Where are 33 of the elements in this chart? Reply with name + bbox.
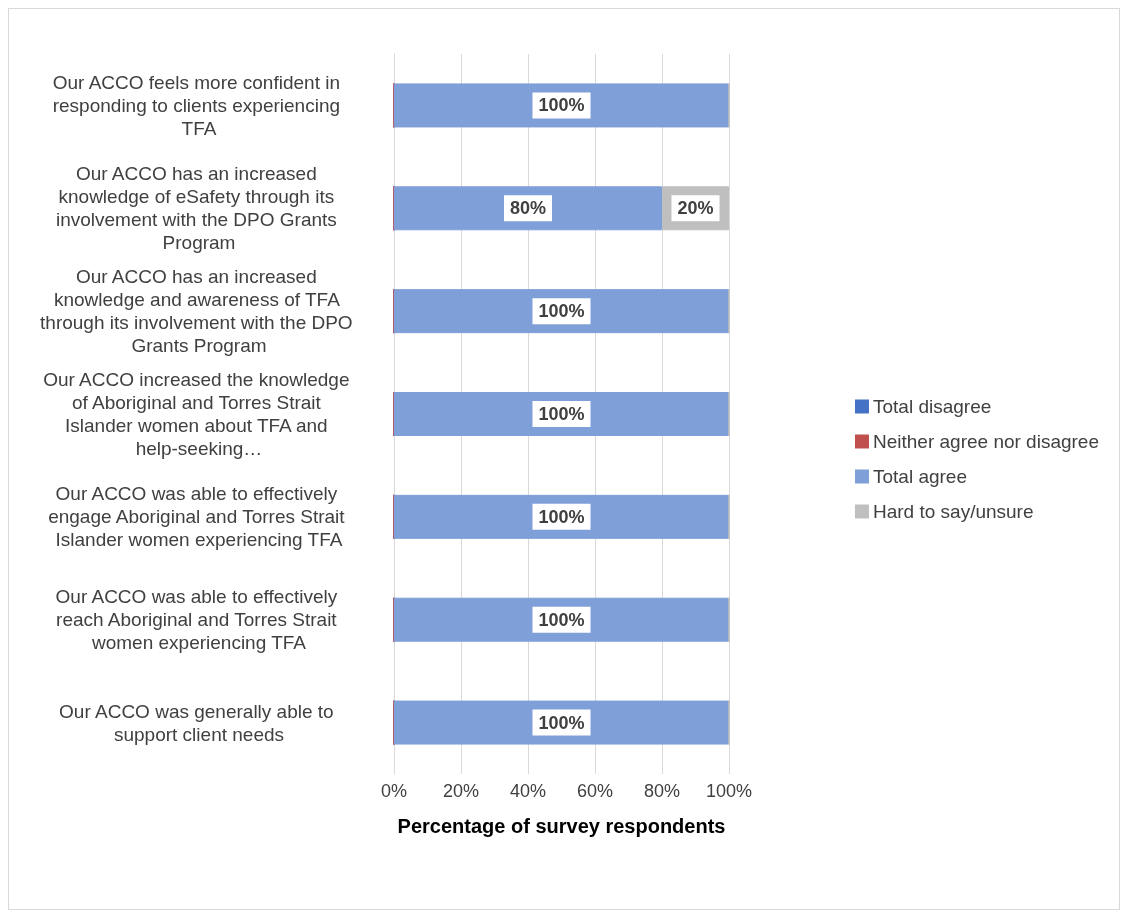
y-tick-label: Our ACCO was able to effectively reach Aboriginal and Torres Strait women experiencing TFA xyxy=(55,586,343,654)
data-label: 100% xyxy=(538,95,585,116)
legend-label: Neither agree nor disagree xyxy=(872,431,1100,452)
bar xyxy=(394,392,729,436)
x-tick-label: 0% xyxy=(380,781,408,801)
data-label: 100% xyxy=(538,404,585,424)
y-tick-label: Our ACCO was generally able to support client needs xyxy=(59,700,339,745)
legend-label: Total agree xyxy=(872,466,967,487)
legend-label: Hard to say/unsure xyxy=(872,501,1034,522)
x-tick-label: 20% xyxy=(442,781,480,801)
data-label: 80% xyxy=(509,198,547,219)
y-tick-label: Our ACCO increased the knowledge of Aboriginal and Torres Strait Islander women about TFA and help-seeking… xyxy=(43,369,355,459)
bar xyxy=(394,83,729,128)
y-tick-label: Our ACCO has an increased knowledge of eSafety through its involvement with the DPO Grants Program xyxy=(55,163,343,254)
data-label: 100% xyxy=(538,712,585,733)
bar xyxy=(394,186,662,231)
x-tick-label: 80% xyxy=(643,781,681,801)
legend-label: Total disagree xyxy=(872,396,992,417)
bar xyxy=(394,289,729,334)
y-tick-label: Our ACCO has an increased knowledge and awareness of TFA through its involvement with the DPO Grants Program xyxy=(40,266,358,357)
bar xyxy=(394,700,729,745)
y-tick-label: Our ACCO was able to effectively engage Aboriginal and Torres Strait Islander women experiencing TFA xyxy=(48,483,350,551)
data-label: 100% xyxy=(538,301,585,322)
x-tick-label: 60% xyxy=(576,781,614,801)
bar xyxy=(394,597,729,642)
x-tick-label: 100% xyxy=(705,781,753,801)
data-label: 100% xyxy=(538,506,585,527)
y-tick-label: Our ACCO feels more confident in responding to clients experiencing TFA xyxy=(52,71,346,139)
x-axis-title: Percentage of survey respondents xyxy=(397,815,726,837)
x-tick-label: 40% xyxy=(509,781,547,801)
data-label: 20% xyxy=(677,198,714,219)
data-label: 100% xyxy=(538,609,585,630)
bar xyxy=(394,494,729,539)
